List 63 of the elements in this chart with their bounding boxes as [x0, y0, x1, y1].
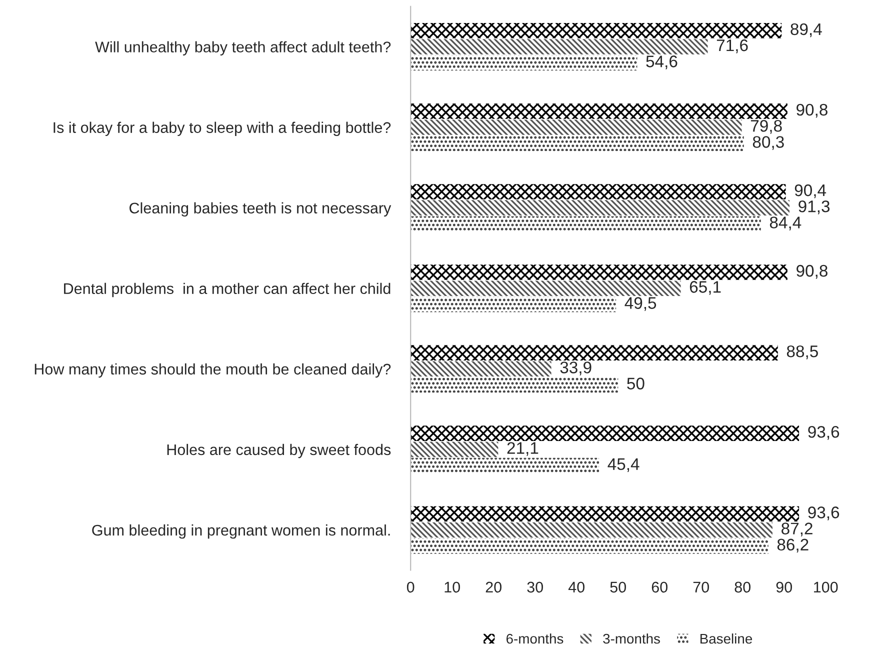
x-tick-label: 50	[610, 582, 626, 593]
bar	[410, 22, 782, 38]
x-tick-label: 30	[527, 582, 543, 593]
x-tick-label: 100	[814, 582, 838, 593]
bar	[410, 55, 638, 71]
data-label: 79,8	[750, 120, 782, 134]
x-tick-label: 90	[776, 582, 792, 593]
x-tick-label: 70	[693, 582, 709, 593]
bar	[410, 458, 600, 474]
x-tick-label: 60	[652, 582, 668, 593]
bar	[410, 280, 681, 296]
bar	[410, 296, 616, 312]
data-label: 93,6	[808, 426, 840, 440]
data-label: 93,6	[808, 506, 840, 520]
data-label: 33,9	[560, 362, 592, 376]
legend-label: 6-months	[506, 633, 564, 644]
bar	[410, 120, 742, 135]
data-label: 84,4	[770, 216, 802, 230]
x-tick-label: 80	[734, 582, 751, 593]
data-label: 90,8	[796, 104, 828, 118]
bar	[410, 136, 744, 152]
data-label: 49,5	[624, 297, 656, 311]
bar	[410, 184, 786, 200]
data-label: 71,6	[716, 39, 748, 54]
y-tick-label: Cleaning babies teeth is not necessary	[130, 202, 392, 217]
legend-label: 3-months	[603, 633, 660, 644]
data-label: 87,2	[782, 522, 812, 536]
data-label: 65,1	[690, 281, 721, 295]
bar	[410, 216, 761, 232]
bar	[410, 361, 552, 377]
bar	[410, 538, 768, 554]
x-tick-label: 20	[486, 582, 502, 593]
data-label: 50	[627, 378, 644, 390]
data-label: 45,4	[608, 458, 640, 472]
y-tick-label: Holes are caused by sweet foods	[167, 444, 391, 458]
bar	[410, 345, 778, 360]
y-tick-label: Gum bleeding in pregnant women is normal.	[92, 524, 390, 539]
bar	[410, 264, 788, 280]
data-label: 90,4	[794, 184, 826, 198]
bar	[410, 104, 788, 119]
data-label: 88,5	[786, 345, 818, 360]
x-tick-label: 10	[444, 582, 460, 593]
data-label: 86,2	[777, 538, 808, 553]
bar	[410, 442, 498, 458]
bar	[410, 506, 800, 522]
data-label: 80,3	[752, 136, 784, 150]
data-label: 91,3	[798, 200, 830, 214]
data-label: 89,4	[790, 23, 822, 38]
y-tick-label: How many times should the mouth be cleaned daily?	[34, 363, 391, 378]
y-tick-label: Dental problems in a mother can affect her child	[64, 282, 390, 298]
data-label: 21,1	[507, 442, 538, 456]
data-label: 90,8	[796, 264, 828, 279]
bar	[410, 39, 708, 54]
data-label: 54,6	[646, 56, 678, 70]
bar	[410, 200, 790, 216]
bar	[410, 522, 772, 538]
x-tick-label: 40	[568, 582, 584, 593]
legend-label: Baseline	[700, 633, 752, 644]
y-tick-label: Is it okay for a baby to sleep with a feeding bottle?	[54, 122, 391, 136]
y-tick-label: Will unhealthy baby teeth affect adult teeth?	[95, 41, 391, 56]
bar	[410, 377, 618, 393]
x-tick-label: 0	[406, 582, 414, 593]
bar	[410, 426, 800, 441]
